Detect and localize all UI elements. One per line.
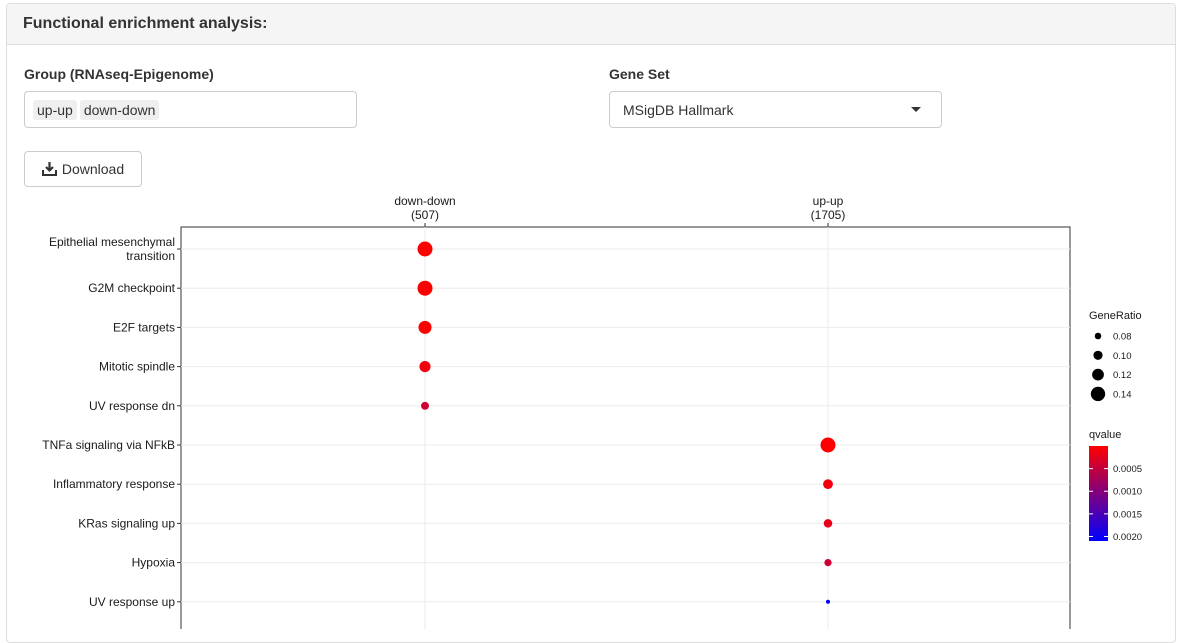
data-point <box>820 437 836 453</box>
legend-color-bar <box>1089 446 1108 541</box>
group-label: Group (RNAseq-Epigenome) <box>24 66 214 82</box>
x-tick-count: (507) <box>411 208 439 222</box>
legend-size-key <box>1090 386 1106 402</box>
data-point <box>826 599 830 604</box>
y-tick-label: TNFa signaling via NFkB <box>42 438 175 452</box>
legend-color-label: 0.0020 <box>1113 532 1142 543</box>
legend-size-title: GeneRatio <box>1089 310 1142 322</box>
data-point <box>417 241 433 257</box>
data-point <box>824 558 832 567</box>
gene-set-label: Gene Set <box>609 66 670 82</box>
panel-title: Functional enrichment analysis: <box>23 15 268 32</box>
legend-size-label: 0.14 <box>1113 389 1132 400</box>
panel-heading: Functional enrichment analysis: <box>7 4 1175 45</box>
legend-size-label: 0.12 <box>1113 370 1132 381</box>
legend-size-label: 0.08 <box>1113 332 1132 343</box>
y-tick-label: Epithelial mesenchymal <box>49 235 175 249</box>
y-tick-label: Hypoxia <box>132 556 176 570</box>
download-button[interactable]: Download <box>24 151 142 187</box>
group-chip-down-down[interactable]: down-down <box>79 99 160 120</box>
gene-set-select[interactable]: MSigDB Hallmark <box>609 91 942 128</box>
gene-set-selected: MSigDB Hallmark <box>623 101 734 118</box>
group-chip-up-up[interactable]: up-up <box>33 99 77 120</box>
legend-color-label: 0.0015 <box>1113 509 1142 520</box>
download-icon <box>41 162 57 176</box>
chevron-down-icon <box>911 107 921 112</box>
y-tick-label: E2F targets <box>113 320 175 334</box>
data-point <box>421 401 429 410</box>
x-tick-label: down-down <box>394 194 455 208</box>
legend-size-key <box>1093 350 1103 360</box>
y-tick-label: KRas signaling up <box>78 516 175 530</box>
download-label: Download <box>61 161 125 177</box>
data-point <box>823 519 833 528</box>
legend-color-label: 0.0005 <box>1113 464 1142 475</box>
legend-color-label: 0.0010 <box>1113 487 1142 498</box>
plot-panel <box>180 226 1071 629</box>
y-tick-label: UV response dn <box>89 399 175 413</box>
y-tick-label: UV response up <box>89 595 175 609</box>
y-tick-label: transition <box>126 249 175 263</box>
data-point <box>417 280 433 296</box>
data-point <box>418 320 432 334</box>
legend-color-title: qvalue <box>1089 429 1121 441</box>
legend-size-key <box>1094 332 1102 340</box>
legend-size-label: 0.10 <box>1113 351 1132 362</box>
y-tick-label: G2M checkpoint <box>88 281 175 295</box>
data-point <box>823 479 833 490</box>
x-tick-label: up-up <box>813 194 844 208</box>
y-tick-label: Mitotic spindle <box>99 360 175 374</box>
legend-size-key <box>1092 368 1104 381</box>
x-tick-count: (1705) <box>811 208 846 222</box>
y-tick-label: Inflammatory response <box>53 477 175 491</box>
data-point <box>419 361 431 373</box>
group-select[interactable]: up-up down-down <box>24 91 357 128</box>
